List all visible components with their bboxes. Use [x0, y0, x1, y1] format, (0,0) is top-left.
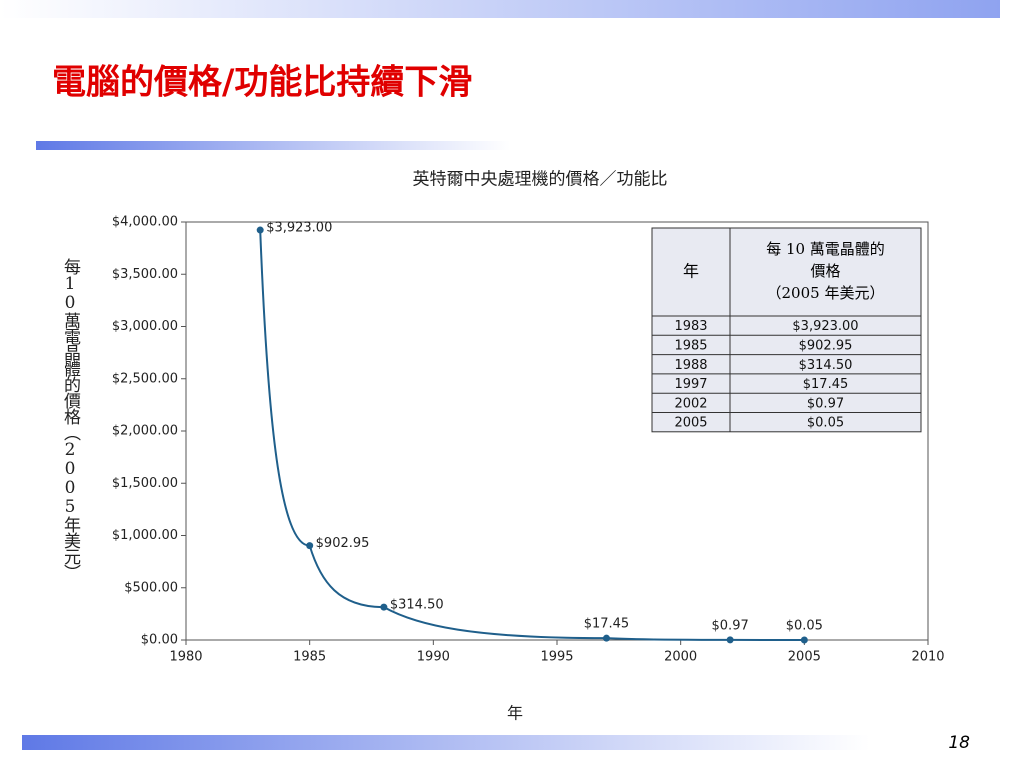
x-axis-label: 年	[507, 704, 523, 723]
line	[259, 230, 805, 641]
point	[726, 636, 734, 644]
table-header: 年	[683, 262, 699, 281]
y-tick-label: $3,500.00	[112, 267, 178, 282]
value-label: $0.05	[786, 618, 823, 633]
value-label: $0.97	[712, 618, 749, 633]
slide-title: 電腦的價格/功能比持續下滑	[52, 63, 472, 103]
table-cell: $902.95	[799, 338, 853, 353]
point	[306, 542, 314, 550]
y-tick-label: $1,000.00	[112, 528, 178, 543]
x-tick-label: 1980	[169, 650, 202, 665]
bottom-bar	[22, 735, 870, 750]
top-bar	[0, 0, 1000, 18]
y-tick-label: $2,000.00	[112, 424, 178, 439]
table-cell: 1997	[674, 377, 707, 392]
x-tick-label: 1985	[293, 650, 326, 665]
table-cell: $17.45	[803, 377, 849, 392]
table-cell: 1985	[674, 338, 707, 353]
table-cell: 1983	[674, 319, 707, 334]
x-tick-label: 1990	[417, 650, 450, 665]
title-underline	[36, 141, 510, 150]
y-axis-label: 每10萬電晶體的價格（2005年美元）	[60, 258, 81, 580]
value-label: $17.45	[584, 617, 630, 632]
table-cell: $0.97	[807, 396, 844, 411]
value-label: $314.50	[390, 598, 444, 613]
x-tick-label: 2000	[664, 650, 697, 665]
y-tick-label: $2,500.00	[112, 371, 178, 386]
table-header: 價格	[810, 262, 840, 280]
y-tick-label: $4,000.00	[112, 215, 178, 230]
table-cell: $3,923.00	[792, 319, 858, 334]
page-number: 18	[948, 733, 970, 753]
table-header: （2005 年美元）	[767, 284, 885, 302]
y-tick-label: $1,500.00	[112, 476, 178, 491]
table-header: 每 10 萬電晶體的	[766, 240, 885, 258]
chart-title: 英特爾中央處理機的價格／功能比	[413, 170, 668, 190]
table-cell: $0.05	[807, 416, 844, 431]
x-tick-label: 2005	[788, 650, 821, 665]
point	[602, 634, 610, 642]
y-tick-label: $500.00	[124, 580, 178, 595]
table-cell: 1988	[674, 358, 707, 373]
y-tick-label: $3,000.00	[112, 319, 178, 334]
y-tick-label: $0.00	[141, 633, 178, 648]
table-cell: 2005	[674, 416, 707, 431]
x-tick-label: 1995	[540, 650, 573, 665]
point	[800, 636, 808, 644]
point	[380, 603, 388, 611]
table-cell: 2002	[674, 396, 707, 411]
value-label: $3,923.00	[266, 221, 332, 236]
point	[256, 226, 264, 234]
value-label: $902.95	[316, 536, 370, 551]
table-bg	[651, 227, 922, 433]
x-tick-label: 2010	[911, 650, 944, 665]
table-cell: $314.50	[799, 358, 853, 373]
